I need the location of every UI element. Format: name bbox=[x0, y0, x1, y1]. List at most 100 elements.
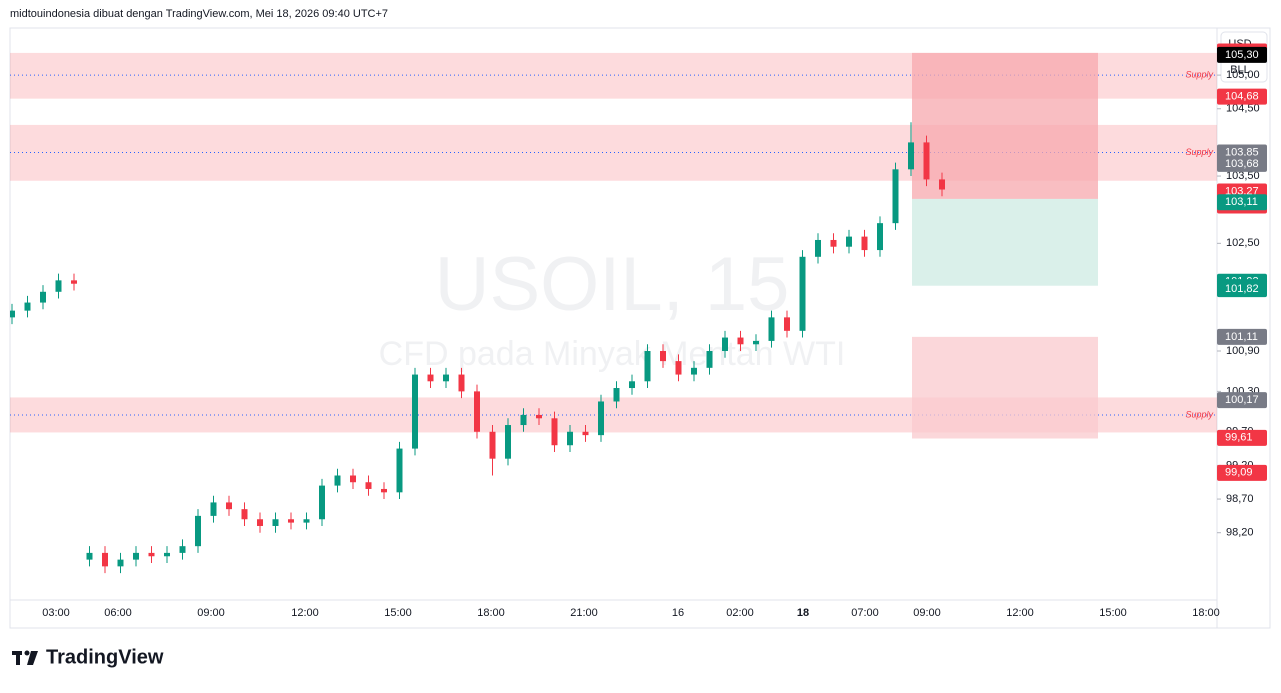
candle-body bbox=[334, 475, 341, 486]
candle-body bbox=[443, 374, 449, 382]
candle-body bbox=[939, 179, 945, 190]
price-label-bg bbox=[1217, 281, 1267, 298]
price-label: 103,68 bbox=[1225, 158, 1259, 170]
candle-body bbox=[55, 280, 62, 292]
candle-body bbox=[598, 401, 604, 436]
candle-body bbox=[830, 239, 837, 247]
x-tick-label: 15:00 bbox=[1099, 607, 1127, 619]
x-tick-label: 03:00 bbox=[42, 607, 70, 619]
candle-body bbox=[923, 142, 930, 180]
candle-body bbox=[40, 291, 46, 303]
candle-body bbox=[536, 414, 542, 419]
unit-button[interactable]: BLL bbox=[1230, 64, 1250, 76]
candle-body bbox=[381, 488, 387, 493]
zone-label: Supply bbox=[1185, 69, 1213, 79]
y-tick-label: 104,50 bbox=[1226, 103, 1260, 115]
price-label: 105,30 bbox=[1225, 49, 1259, 61]
candle-body bbox=[396, 448, 403, 493]
candle-body bbox=[303, 519, 310, 523]
candle-body bbox=[567, 431, 573, 446]
zone-label: Supply bbox=[1185, 147, 1213, 157]
candle-body bbox=[675, 361, 682, 375]
candle-body bbox=[691, 367, 697, 375]
candle-body bbox=[551, 418, 558, 446]
price-label-bg bbox=[1217, 464, 1267, 481]
candle-body bbox=[784, 317, 790, 331]
candle-body bbox=[908, 142, 914, 170]
x-tick-label: 21:00 bbox=[570, 607, 598, 619]
price-label: 104,68 bbox=[1225, 91, 1259, 103]
candle-body bbox=[815, 239, 821, 257]
candle-body bbox=[117, 559, 124, 567]
price-label: 100,17 bbox=[1225, 394, 1259, 406]
x-tick-label: 18 bbox=[797, 607, 809, 619]
candle-body bbox=[877, 223, 883, 251]
candle-body bbox=[86, 552, 93, 560]
candle-body bbox=[644, 351, 651, 382]
x-tick-label: 12:00 bbox=[291, 607, 319, 619]
header: midtouindonesia dibuat dengan TradingVie… bbox=[10, 8, 388, 20]
candle-body bbox=[148, 552, 155, 557]
candle-body bbox=[660, 351, 666, 362]
candle-body bbox=[257, 519, 263, 526]
candle-body bbox=[210, 502, 217, 516]
candle-body bbox=[350, 475, 356, 483]
candle-body bbox=[365, 482, 372, 489]
candle-body bbox=[505, 425, 511, 459]
candle-body bbox=[241, 509, 248, 520]
candle-body bbox=[722, 337, 728, 352]
candle-body bbox=[179, 546, 186, 553]
price-label: 99,61 bbox=[1225, 432, 1253, 444]
candle-body bbox=[458, 374, 465, 392]
plot: Supply Supply Supply bbox=[10, 52, 1217, 574]
y-tick-label: 98,70 bbox=[1226, 493, 1254, 505]
y-tick-label: 98,20 bbox=[1226, 527, 1254, 539]
chart-frame bbox=[9, 27, 1271, 629]
price-label-bg bbox=[1217, 155, 1267, 172]
candle-body bbox=[288, 519, 294, 523]
candle-body bbox=[427, 374, 434, 382]
x-tick-label: 18:00 bbox=[1192, 607, 1220, 619]
candle-body bbox=[272, 519, 279, 526]
x-tick-label: 09:00 bbox=[913, 607, 941, 619]
price-label-bg bbox=[1217, 392, 1267, 409]
candle-body bbox=[195, 515, 201, 547]
candle-body bbox=[133, 552, 139, 560]
x-tick-label: 16 bbox=[672, 607, 684, 619]
candle-body bbox=[102, 552, 108, 567]
x-tick-label: 09:00 bbox=[197, 607, 225, 619]
price-label: 103,11 bbox=[1225, 196, 1258, 208]
candle-body bbox=[489, 431, 496, 459]
watermark-description: CFD pada Minyak Mentah WTI bbox=[379, 335, 846, 373]
price-label-bg bbox=[1217, 328, 1267, 345]
candle-body bbox=[613, 388, 620, 402]
candle-body bbox=[861, 236, 868, 251]
price-label-bg bbox=[1217, 46, 1267, 63]
candle-body bbox=[582, 431, 589, 436]
price-label-bg bbox=[1217, 88, 1267, 105]
x-tick-label: 02:00 bbox=[726, 607, 754, 619]
y-tick-label: 102,50 bbox=[1226, 237, 1260, 249]
candle-body bbox=[412, 374, 418, 449]
x-tick-label: 06:00 bbox=[104, 607, 132, 619]
candle-body bbox=[846, 236, 852, 247]
candle-body bbox=[737, 337, 744, 345]
x-tick-label: 15:00 bbox=[384, 607, 412, 619]
x-tick-label: 12:00 bbox=[1006, 607, 1034, 619]
candle-body bbox=[319, 485, 325, 520]
candle-body bbox=[892, 169, 899, 224]
candle-body bbox=[24, 302, 31, 311]
candle-body bbox=[520, 414, 527, 426]
price-label-bg bbox=[1217, 429, 1267, 446]
candle-body bbox=[164, 552, 170, 557]
candle-body bbox=[474, 391, 480, 432]
candle-body bbox=[629, 381, 635, 389]
position-box bbox=[912, 52, 1098, 199]
zone-label: Supply bbox=[1185, 409, 1213, 419]
logo: TradingView bbox=[46, 646, 164, 668]
candle-body bbox=[753, 340, 759, 345]
candle-body bbox=[71, 280, 77, 284]
price-label: 101,11 bbox=[1225, 331, 1258, 343]
